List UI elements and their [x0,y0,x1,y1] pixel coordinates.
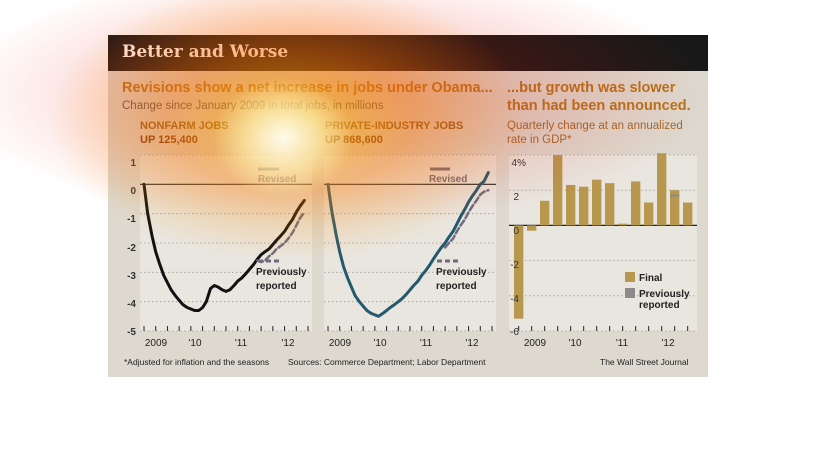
gdp-ytick-m4: -4 [510,294,519,305]
nonfarm-xtick-2009: 2009 [145,338,168,349]
private-xtick-11: '11 [420,338,433,349]
gdp-xtick-12: '12 [661,338,674,349]
nonfarm-ytick-m2: -2 [127,243,136,254]
nonfarm-xtick-10: '10 [188,338,201,349]
footnote: *Adjusted for inflation and the seasons [124,357,270,367]
gdp-xtick-2009: 2009 [524,338,547,349]
nonfarm-ytick-m1: -1 [127,214,136,225]
wsj-graphic: Better and Worse Revisions show a net in… [108,35,708,377]
legend-final-label: Final [639,273,663,284]
nonfarm-xtick-12: '12 [281,338,294,349]
charts-svg: 1 0 -1 -2 -3 -4 -5 4% 2 0 -2 -4 -6 2009 … [127,153,697,349]
gdp-bar-final [631,181,641,226]
private-revised-label: Revised [429,174,467,185]
gdp-bar-final [553,155,563,226]
gdp-bar-final [657,153,667,226]
gdp-ytick-4: 4% [512,158,527,169]
gdp-bar-final [605,183,615,226]
private-plot-area [324,155,496,331]
gdp-ytick-m6: -6 [510,327,519,338]
gdp-xtick-11: '11 [616,338,629,349]
gdp-xtick-10: '10 [568,338,581,349]
gdp-bar-final [527,225,537,231]
nonfarm-revised-label: Revised [258,174,296,185]
nonfarm-ytick-0: 0 [130,186,136,197]
gdp-bar-final [644,202,654,226]
gdp-ytick-m2: -2 [510,260,519,271]
nonfarm-ytick-1: 1 [130,158,136,169]
private-previous-label-1: Previously [436,267,487,278]
legend-previous-swatch [625,288,635,298]
private-xtick-10: '10 [373,338,386,349]
gdp-ytick-0: 0 [513,226,519,237]
nonfarm-previous-label-2: reported [256,281,297,292]
credit: The Wall Street Journal [600,357,689,367]
private-xtick-2009: 2009 [329,338,352,349]
gdp-bar-final [540,200,550,226]
legend-final-swatch [625,272,635,282]
nonfarm-ytick-m4: -4 [127,299,136,310]
nonfarm-xtick-11: '11 [235,338,248,349]
sources: Sources: Commerce Department; Labor Depa… [288,357,486,367]
private-xtick-12: '12 [465,338,478,349]
nonfarm-ytick-m5: -5 [127,327,136,338]
legend-previous-label-2: reported [639,300,680,311]
nonfarm-previous-label-1: Previously [256,267,307,278]
private-previous-label-2: reported [436,281,477,292]
gdp-bar-final [618,223,628,226]
gdp-bar-final [579,186,589,226]
gdp-bar-previously-reported [670,194,680,197]
gdp-ytick-2: 2 [513,192,519,203]
gdp-bar-final [592,179,602,226]
legend-previous-label-1: Previously [639,289,690,300]
nonfarm-ytick-m3: -3 [127,271,136,282]
gdp-bar-final [683,202,693,226]
gdp-bar-final [566,184,576,226]
